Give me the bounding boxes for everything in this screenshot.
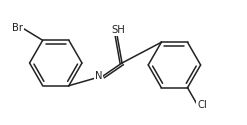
Text: Cl: Cl [197,100,207,110]
Text: Br: Br [12,23,23,33]
Text: SH: SH [111,25,125,35]
Text: N: N [95,71,102,81]
